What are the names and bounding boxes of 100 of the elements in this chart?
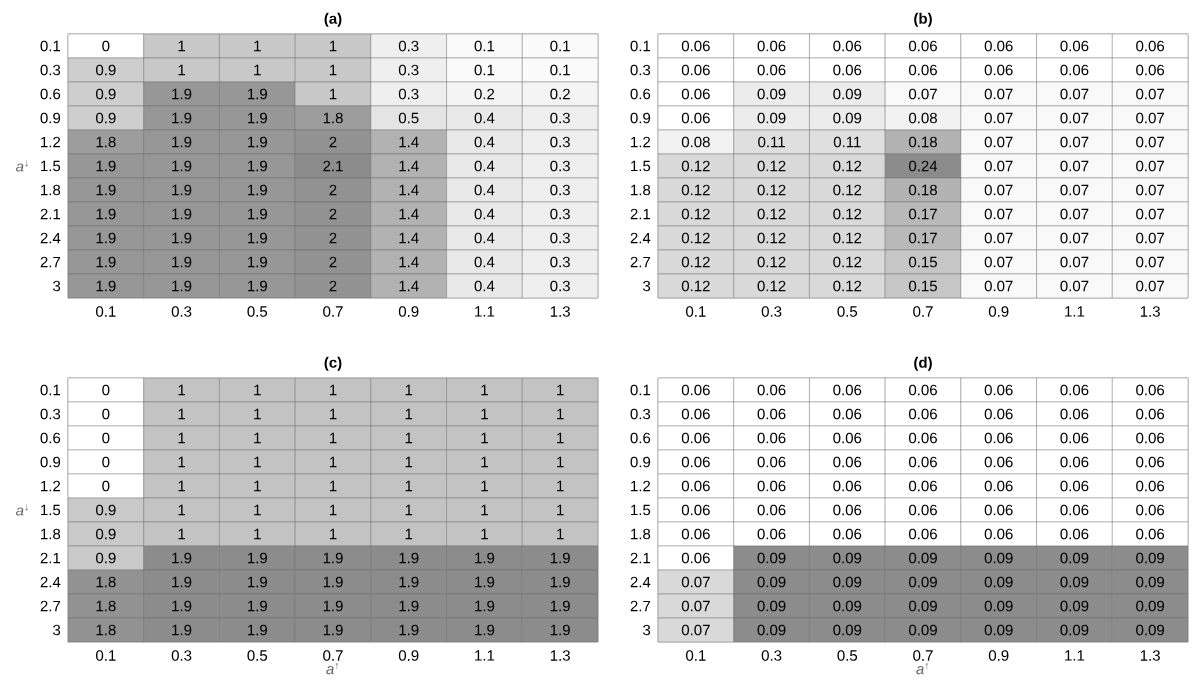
data-label: 0.09 <box>757 624 786 636</box>
y-tick-label: 1.2 <box>631 136 651 148</box>
data-label: 1 <box>329 88 337 100</box>
data-label: 0.06 <box>984 40 1013 52</box>
x-tick-label: 0.5 <box>837 306 858 317</box>
x-tick-label: 1.3 <box>550 650 570 661</box>
data-label: 0.12 <box>833 208 862 220</box>
data-label: 0.07 <box>984 208 1013 220</box>
data-label: 1 <box>557 480 564 492</box>
data-label: 0.09 <box>833 600 862 612</box>
data-label: 0.09 <box>757 552 786 564</box>
data-label: 0.06 <box>757 64 786 76</box>
data-label: 0.07 <box>1136 256 1164 268</box>
data-label: 1.9 <box>172 136 192 148</box>
data-label: 0.12 <box>833 160 862 172</box>
data-label: 0.9 <box>96 528 116 540</box>
data-label: 0.07 <box>1060 184 1089 196</box>
data-label: 0.06 <box>1060 64 1089 76</box>
y-tick-label: 1.8 <box>631 184 651 196</box>
data-label: 0.09 <box>909 624 937 636</box>
y-tick-label: 2.7 <box>40 600 61 612</box>
data-label: 0.06 <box>909 408 937 420</box>
y-tick-label: 1.8 <box>41 184 61 196</box>
data-label: 0.07 <box>1136 112 1164 124</box>
data-label: 0.12 <box>757 256 786 268</box>
data-label: 0.06 <box>1136 432 1165 444</box>
y-tick-label: 0.6 <box>630 88 651 100</box>
data-label: 0.07 <box>1060 136 1089 148</box>
y-tick-label: 0.1 <box>630 384 651 396</box>
data-label: 0.06 <box>833 456 862 468</box>
data-label: 0.06 <box>984 528 1013 540</box>
y-tick-label: 2.1 <box>630 552 651 564</box>
x-tick-label: 1.1 <box>1065 306 1085 317</box>
data-label: 0.06 <box>681 480 710 492</box>
data-label: 0.07 <box>1060 208 1089 220</box>
data-label: 0.06 <box>984 432 1013 444</box>
data-label: 1 <box>178 64 186 76</box>
y-tick-label: 1.2 <box>631 480 651 492</box>
x-tick-label: 0.7 <box>323 306 343 317</box>
y-tick-label: 2.4 <box>40 232 61 244</box>
y-tick-label: 0.6 <box>40 88 61 100</box>
data-label: 0.4 <box>474 256 495 268</box>
y-tick-label: 0.9 <box>630 112 651 124</box>
x-tick-label: 1.3 <box>1140 306 1160 317</box>
data-label: 0.1 <box>550 64 570 76</box>
data-label: 0.06 <box>984 456 1013 468</box>
data-label: 0 <box>102 432 110 444</box>
data-label: 2 <box>329 136 337 148</box>
data-label: 1 <box>405 408 413 420</box>
data-label: 1.4 <box>399 208 419 220</box>
data-label: 0.12 <box>681 256 710 268</box>
data-label: 0.07 <box>1060 232 1089 244</box>
data-label: 1.9 <box>323 552 343 564</box>
data-label: 0.07 <box>1060 88 1089 100</box>
data-label: 0.06 <box>681 112 710 124</box>
data-label: 0.06 <box>909 64 937 76</box>
data-label: 0.11 <box>758 136 785 148</box>
data-label: 1.9 <box>323 600 343 612</box>
data-label: 0.12 <box>681 184 710 196</box>
data-label: 0.12 <box>757 280 786 292</box>
data-label: 0.09 <box>909 552 937 564</box>
data-label: 1 <box>254 480 261 492</box>
data-label: 1.9 <box>550 624 570 636</box>
data-label: 0.06 <box>833 432 862 444</box>
data-label: 0.17 <box>909 208 937 220</box>
data-label: 0.1 <box>474 40 495 52</box>
data-label: 0.06 <box>833 504 862 516</box>
data-label: 0.3 <box>398 64 419 76</box>
data-label: 0.08 <box>681 136 710 148</box>
x-tick-label: 0.5 <box>837 650 858 661</box>
x-axis-title: a$^{↑}$ <box>326 663 339 675</box>
data-label: 0.09 <box>833 88 862 100</box>
y-axis-title: a$^{↓}$ <box>16 504 28 516</box>
data-label: 1.9 <box>248 184 267 196</box>
x-tick-label: 0.9 <box>988 650 1009 661</box>
data-label: 0.06 <box>681 40 710 52</box>
data-label: 1.9 <box>399 576 419 588</box>
data-label: 1 <box>329 480 337 492</box>
data-label: 0.07 <box>1136 88 1164 100</box>
data-label: 0.12 <box>757 160 786 172</box>
data-label: 0.12 <box>681 208 710 220</box>
data-label: 1.9 <box>475 552 495 564</box>
data-label: 1.9 <box>399 624 419 636</box>
data-label: 0.3 <box>550 184 570 196</box>
y-tick-label: 1.2 <box>41 136 61 148</box>
data-label: 0.09 <box>984 600 1013 612</box>
x-tick-label: 0.9 <box>398 306 419 317</box>
data-label: 0.5 <box>398 112 419 124</box>
data-label: 0.07 <box>681 600 710 612</box>
data-label: 0.06 <box>1060 40 1089 52</box>
data-label: 0.09 <box>1060 552 1089 564</box>
data-label: 1.9 <box>96 232 116 244</box>
data-label: 1.4 <box>399 160 419 172</box>
data-label: 0.18 <box>909 184 937 196</box>
data-label: 0.07 <box>909 88 937 100</box>
y-tick-label: 0.3 <box>630 408 651 420</box>
x-axis-title: a$^{↑}$ <box>916 663 929 675</box>
data-label: 2 <box>329 208 337 220</box>
data-label: 0.09 <box>1136 624 1165 636</box>
y-tick-label: 1.8 <box>41 528 61 540</box>
